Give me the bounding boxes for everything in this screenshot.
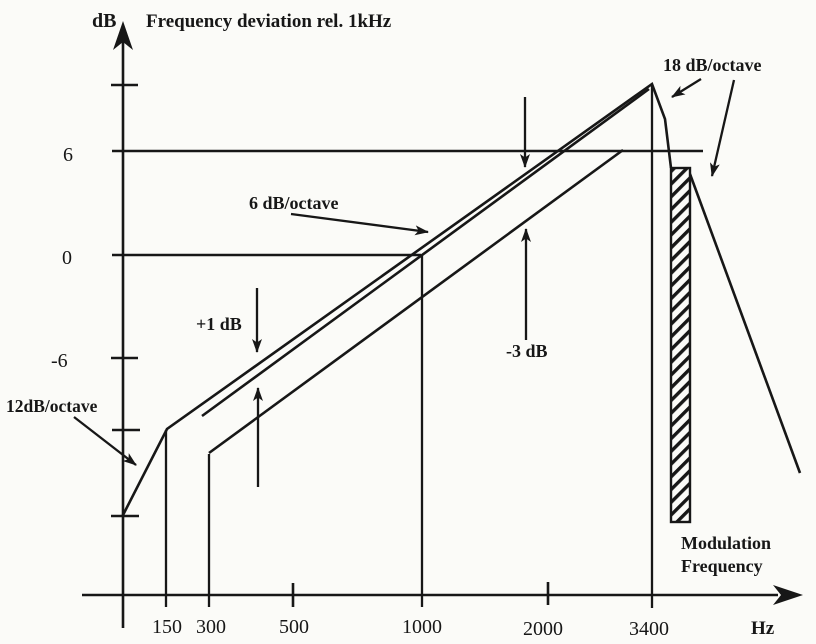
annotation-modulation: Modulation <box>681 533 771 553</box>
annotation-minus3db: -3 dB <box>506 341 548 361</box>
y-tick-label-minus6: -6 <box>51 350 68 372</box>
annotation-frequency: Frequency <box>681 556 763 576</box>
leader-6db-octave-arrow <box>290 212 429 236</box>
x-tick-label-300: 300 <box>196 616 226 638</box>
y-axis-arrowhead-icon <box>113 21 133 50</box>
y-tick-label-6: 6 <box>63 144 73 166</box>
upper-limit-line <box>120 81 673 518</box>
nominal-response-line <box>201 87 650 418</box>
leader-12db-octave-arrow <box>73 416 137 466</box>
x-tick-label-150: 150 <box>152 616 182 638</box>
annotation-18db-octave: 18 dB/octave <box>663 55 762 75</box>
x-axis-unit-label: Hz <box>751 618 775 639</box>
chart-title: Frequency deviation rel. 1kHz <box>146 11 392 32</box>
annotation-12db-octave: 12dB/octave <box>6 396 98 416</box>
x-tick-label-2000: 2000 <box>523 618 563 640</box>
leader-18db-octave-arrow-1 <box>671 78 702 98</box>
x-axis-arrowhead-icon <box>773 585 803 605</box>
y-axis-unit-label: dB <box>92 10 116 32</box>
x-tick-label-3400: 3400 <box>629 618 669 640</box>
leader-18db-octave-arrow-2 <box>710 79 736 177</box>
y-tick-label-0: 0 <box>62 247 72 269</box>
annotation-plus1db: +1 dB <box>196 314 242 334</box>
annotation-6db-octave: 6 dB/octave <box>249 193 339 213</box>
lower-limit-line <box>208 148 624 455</box>
rolloff-18db-line <box>688 173 802 474</box>
x-tick-label-1000: 1000 <box>402 616 442 638</box>
modulation-frequency-hatched-bar <box>669 166 692 524</box>
x-tick-label-500: 500 <box>279 616 309 638</box>
